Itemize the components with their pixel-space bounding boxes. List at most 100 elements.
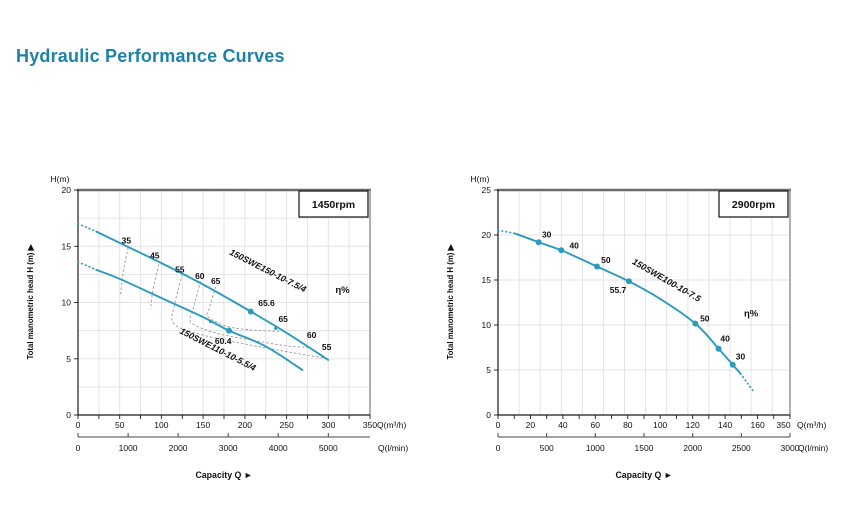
curve-dotted-tail [739,372,756,394]
x-tick-label: 60 [591,420,601,430]
y-tick-label: 0 [66,410,71,420]
efficiency-value-label: 50 [700,314,710,324]
x-tick-label: 50 [115,420,125,430]
efficiency-value-labels: 30 40 50 55.7 50 40 30 [542,230,746,362]
y-axis-caption: Total manometric head H (m) ▶ [26,243,35,359]
curve-point-marker [247,308,254,315]
efficiency-value-label: 65 [211,276,221,286]
curve-name-label: 150SWE110-10-5.5/4 [178,326,257,373]
pump-curve-150SWE100-10-7.5: 150SWE100-10-7.5 [497,229,756,394]
efficiency-value-label: 60 [307,330,317,340]
curve-name-label: 150SWE150-10-7.5/4 [228,247,308,294]
x2-tick-label: 2000 [169,443,188,453]
y-tick-label: 5 [486,365,491,375]
x2-tick-label: 1000 [586,443,605,453]
efficiency-contour [171,274,325,359]
x2-tick-label: 4000 [269,443,288,453]
efficiency-value-label: 30 [542,230,552,240]
efficiency-value-label: 45 [150,250,160,260]
x-ticks [77,415,371,419]
y-tick-label: 25 [482,185,492,195]
x-tick-label: 100 [653,420,667,430]
x-tick-label: 20 [526,420,536,430]
curve-point-marker [625,278,632,285]
efficiency-value-label: 55 [175,264,185,274]
x2-unit-label: Q(l/min) [798,443,828,453]
efficiency-value-label: 60 [195,271,205,281]
curve-point-marker [226,327,232,334]
eta-percent-label: η% [335,285,350,296]
efficiency-value-label: 40 [720,334,730,344]
curve-dotted-lead [77,223,98,233]
x-unit-label: Q(m³/h) [797,420,826,430]
curve-small-marker [274,326,278,330]
x-tick-label: 350 [776,420,790,430]
chart-1450rpm-svg: 0 50 100 150 200 250 300 350 Q(m³/h)05101520H(m)… [26,174,408,480]
x-tick-label: 300 [321,420,335,430]
curve-point-marker [729,361,736,368]
curve-dotted-lead [77,261,98,271]
x2-ticks: 0 500 1000 1500 2000 2500 3000 [496,433,800,453]
chart-2900rpm-svg: 0 20 40 60 80 100 120 140 160 350 Q(m³/h) 0 5 10 15 20 2… [446,174,828,480]
x2-tick-label: 500 [540,443,554,453]
curve-small-marker [209,320,213,324]
x2-unit-label: Q(l/min) [378,443,408,453]
curve-point-marker [535,239,542,246]
x-ticks [497,415,791,419]
rpm-badge-box [718,190,789,218]
rpm-badge-label: 2900rpm [732,199,775,211]
head-axis-label: H(m) [471,174,490,184]
eta-percent-label: η% [744,308,759,319]
y-tick-label: 5 [66,354,71,364]
y-ticks: 0 5 10 15 20 25 [482,185,498,420]
rpm-badge: 2900rpm [718,190,789,218]
curve-solid [95,268,304,371]
x2-tick-label: 1500 [635,443,654,453]
efficiency-contour [189,280,310,348]
y-tick-label: 15 [482,275,492,285]
x-tick-labels: 0 50 100 150 200 250 300 350 [76,420,378,430]
efficiency-value-label: 50 [601,255,611,265]
curve-solid [514,232,742,375]
x2-ticks: 0 1000 2000 3000 4000 5000 [76,433,338,453]
x2-tick-label: 3000 [781,443,800,453]
efficiency-value-label: 40 [569,240,579,250]
y-axis-caption: Total manometric head H (m) ▶ [446,243,455,359]
curve-dotted-lead [497,229,517,235]
chart-2900rpm: 0 20 40 60 80 100 120 140 160 350 Q(m³/h) 0 5 10 15 20 2… [420,160,844,512]
page-title: Hydraulic Performance Curves [16,46,285,66]
chart-1450rpm: 0 50 100 150 200 250 300 350 Q(m³/h) 0 5 10 15 20 H(m)… [0,160,460,512]
y-tick-label: 20 [62,185,72,195]
x-tick-labels: 0 20 40 60 80 100 120 140 160 350 [496,420,791,430]
x2-tick-label: 5000 [319,443,338,453]
x-tick-label: 80 [623,420,633,430]
curve-point-marker [715,345,722,352]
efficiency-contour [206,286,284,332]
x-axis-caption: Capacity Q ► [615,470,672,480]
x-axis-caption: Capacity Q ► [195,470,252,480]
x-unit-label: Q(m³/h) [377,420,406,430]
efficiency-contour [150,264,160,310]
x-tick-label: 100 [154,420,168,430]
head-axis-label: H(m) [51,174,70,184]
x-tick-label: 140 [718,420,732,430]
efficiency-value-label: 65.6 [258,298,275,308]
y-tick-label: 20 [482,230,492,240]
x-tick-label: 200 [238,420,252,430]
x-tick-label: 40 [558,420,568,430]
x-tick-label: 160 [751,420,765,430]
efficiency-value-label: 65 [278,314,288,324]
x-tick-label: 0 [76,420,81,430]
x-tick-label: 150 [196,420,210,430]
efficiency-contours [120,247,325,359]
curve-solid [95,230,330,361]
rpm-badge: 1450rpm [298,190,369,218]
curve-point-marker [692,320,699,327]
y-tick-label: 0 [486,410,491,420]
y-tick-label: 10 [482,320,492,330]
y-tick-label: 10 [62,298,72,308]
x-tick-label: 250 [280,420,294,430]
x-tick-label: 350 [363,420,377,430]
